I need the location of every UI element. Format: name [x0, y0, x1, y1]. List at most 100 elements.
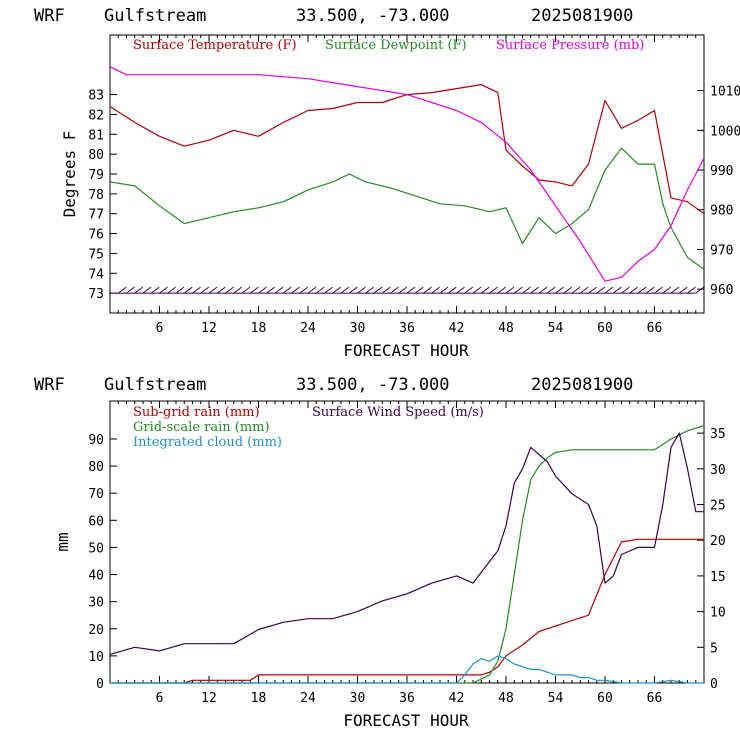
- wind-barb: [324, 286, 333, 294]
- y2-tick-label: 20: [710, 534, 726, 549]
- wind-barb: [662, 286, 672, 294]
- legend-surface-dewpoint: Surface Dewpoint (F): [325, 38, 467, 53]
- wind-barb: [480, 286, 490, 294]
- wind-barb: [208, 286, 218, 294]
- wind-barb: [126, 286, 135, 294]
- wind-barb: [670, 286, 680, 294]
- panel2-tick-marks: [110, 401, 704, 684]
- wind-barb: [678, 286, 688, 294]
- wind-barb: [365, 286, 375, 294]
- y-tick-label: 79: [88, 168, 104, 183]
- wind-barb: [456, 286, 465, 294]
- y-tick-label: 60: [88, 514, 104, 529]
- legend-surface-wind-speed: Surface Wind Speed (m/s): [312, 405, 484, 420]
- y2-tick-label: 30: [710, 463, 726, 478]
- wind-barb: [159, 286, 168, 294]
- y-tick-label: 76: [88, 228, 104, 243]
- x-tick-label: 48: [498, 321, 514, 336]
- wind-barb: [538, 286, 548, 294]
- panel1-model: WRF: [34, 6, 65, 26]
- wind-barb: [654, 286, 663, 294]
- wind-barb: [513, 286, 523, 294]
- wind-barb: [637, 286, 647, 294]
- y2-tick-label: 970: [710, 243, 733, 258]
- y2-tick-label: 1010: [710, 85, 740, 100]
- x-tick-label: 24: [300, 691, 316, 706]
- wind-barb: [142, 286, 152, 294]
- wind-barb: [266, 286, 276, 294]
- panel2-y-tick-labels: 0 10 20 30 40 50 60 70 80 90: [88, 433, 104, 692]
- wind-barb: [588, 286, 597, 294]
- panel1-x-tick-labels: 6 12 18 24 30 36 42 48 54 60 66: [156, 321, 663, 336]
- wind-barb: [357, 286, 366, 294]
- legend-integrated-cloud: Integrated cloud (mm): [133, 435, 282, 450]
- y-tick-label: 75: [88, 247, 104, 262]
- x-tick-label: 12: [201, 691, 217, 706]
- wind-barb: [233, 286, 243, 294]
- series-line-surface-dewpoint-f: [109, 147, 705, 270]
- x-tick-label: 66: [647, 321, 663, 336]
- x-tick-label: 54: [548, 691, 564, 706]
- y2-tick-label: 990: [710, 164, 733, 179]
- y-tick-label: 78: [88, 188, 104, 203]
- series-line-integrated-cloud-mm: [110, 655, 704, 684]
- wind-barb: [447, 286, 457, 294]
- y-tick-label: 20: [88, 623, 104, 638]
- y-tick-label: 90: [88, 433, 104, 448]
- panel1-run: 2025081900: [531, 6, 633, 26]
- wind-barb: [307, 286, 317, 294]
- x-tick-label: 6: [156, 321, 164, 336]
- y-tick-label: 80: [88, 460, 104, 475]
- wind-barb: [530, 286, 540, 294]
- wind-barb: [134, 286, 144, 294]
- panel1-y-tick-labels: 73 74 75 76 77 78 79 80 81 82 83: [88, 89, 104, 303]
- panel2-run: 2025081900: [531, 375, 633, 395]
- x-tick-label: 12: [201, 321, 217, 336]
- wind-barb: [555, 286, 564, 294]
- panel-surface-meteogram: WRF Gulfstream 33.500, -73.000 202508190…: [34, 6, 740, 360]
- wind-barb: [431, 286, 441, 294]
- panel1-y2-tick-labels: 960 970 980 990 1000 1010: [710, 85, 740, 299]
- x-tick-label: 48: [498, 691, 514, 706]
- x-tick-label: 54: [548, 321, 564, 336]
- y-tick-label: 74: [88, 267, 104, 282]
- legend-surface-pressure: Surface Pressure (mb): [496, 38, 644, 53]
- panel2-x-axis-label: FORECAST HOUR: [343, 711, 469, 730]
- wind-barb: [315, 286, 325, 294]
- x-tick-label: 18: [251, 321, 267, 336]
- panel1-series: [109, 66, 705, 294]
- panel2-series: [109, 424, 705, 684]
- panel-precipitation-meteogram: WRF Gulfstream 33.500, -73.000 202508190…: [34, 375, 726, 730]
- x-tick-label: 66: [647, 691, 663, 706]
- panel1-coords: 33.500, -73.000: [296, 6, 450, 26]
- legend-subgrid-rain: Sub-grid rain (mm): [133, 405, 260, 420]
- wind-barb: [183, 286, 193, 294]
- y-tick-label: 50: [88, 541, 104, 556]
- wind-barb: [390, 286, 399, 294]
- series-line-sub-grid-rain-mm: [110, 538, 704, 684]
- x-tick-label: 30: [350, 691, 366, 706]
- wind-barb: [225, 286, 234, 294]
- x-tick-label: 42: [449, 321, 465, 336]
- wind-barb: [332, 286, 342, 294]
- wind-barb: [423, 286, 432, 294]
- wind-barb: [192, 286, 201, 294]
- wind-barb: [258, 286, 267, 294]
- y2-tick-label: 35: [710, 427, 726, 442]
- wind-barb: [348, 286, 358, 294]
- panel2-location: Gulfstream: [104, 375, 206, 395]
- wind-barb: [621, 286, 630, 294]
- x-tick-label: 36: [399, 691, 415, 706]
- y2-tick-label: 960: [710, 283, 733, 298]
- y-tick-label: 70: [88, 487, 104, 502]
- wind-barbs: [109, 286, 705, 294]
- x-tick-label: 6: [156, 691, 164, 706]
- wind-barb: [604, 286, 614, 294]
- panel2-model: WRF: [34, 375, 65, 395]
- wind-barb: [629, 286, 639, 294]
- wind-barb: [596, 286, 606, 294]
- y-tick-label: 83: [88, 89, 104, 104]
- y-tick-label: 80: [88, 148, 104, 163]
- x-tick-label: 18: [251, 691, 267, 706]
- wind-barb: [687, 286, 696, 294]
